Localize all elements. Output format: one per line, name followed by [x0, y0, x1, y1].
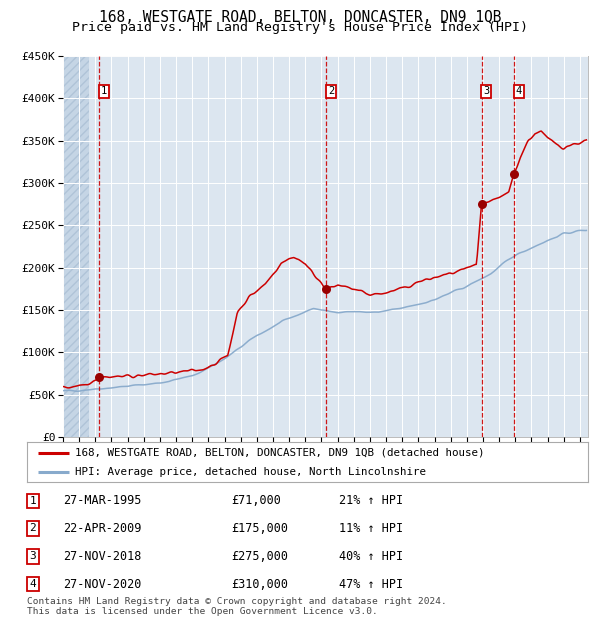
Text: 2: 2	[29, 523, 37, 533]
Text: 21% ↑ HPI: 21% ↑ HPI	[339, 495, 403, 507]
Text: £310,000: £310,000	[231, 578, 288, 590]
Text: 168, WESTGATE ROAD, BELTON, DONCASTER, DN9 1QB (detached house): 168, WESTGATE ROAD, BELTON, DONCASTER, D…	[74, 448, 484, 458]
Text: 27-NOV-2018: 27-NOV-2018	[63, 550, 142, 562]
Text: £71,000: £71,000	[231, 495, 281, 507]
Text: 11% ↑ HPI: 11% ↑ HPI	[339, 522, 403, 534]
Text: 4: 4	[29, 579, 37, 589]
Text: Price paid vs. HM Land Registry's House Price Index (HPI): Price paid vs. HM Land Registry's House …	[72, 21, 528, 34]
Text: 3: 3	[483, 86, 490, 96]
Text: 3: 3	[29, 551, 37, 561]
Text: £275,000: £275,000	[231, 550, 288, 562]
Text: £175,000: £175,000	[231, 522, 288, 534]
Text: 1: 1	[29, 496, 37, 506]
Text: 22-APR-2009: 22-APR-2009	[63, 522, 142, 534]
Text: 40% ↑ HPI: 40% ↑ HPI	[339, 550, 403, 562]
Text: 168, WESTGATE ROAD, BELTON, DONCASTER, DN9 1QB: 168, WESTGATE ROAD, BELTON, DONCASTER, D…	[99, 10, 501, 25]
Text: 27-MAR-1995: 27-MAR-1995	[63, 495, 142, 507]
Text: 2: 2	[328, 86, 334, 96]
Text: 27-NOV-2020: 27-NOV-2020	[63, 578, 142, 590]
Text: 4: 4	[515, 86, 522, 96]
Text: HPI: Average price, detached house, North Lincolnshire: HPI: Average price, detached house, Nort…	[74, 467, 425, 477]
Text: Contains HM Land Registry data © Crown copyright and database right 2024.: Contains HM Land Registry data © Crown c…	[27, 597, 447, 606]
Text: This data is licensed under the Open Government Licence v3.0.: This data is licensed under the Open Gov…	[27, 607, 378, 616]
Text: 1: 1	[101, 86, 107, 96]
Text: 47% ↑ HPI: 47% ↑ HPI	[339, 578, 403, 590]
